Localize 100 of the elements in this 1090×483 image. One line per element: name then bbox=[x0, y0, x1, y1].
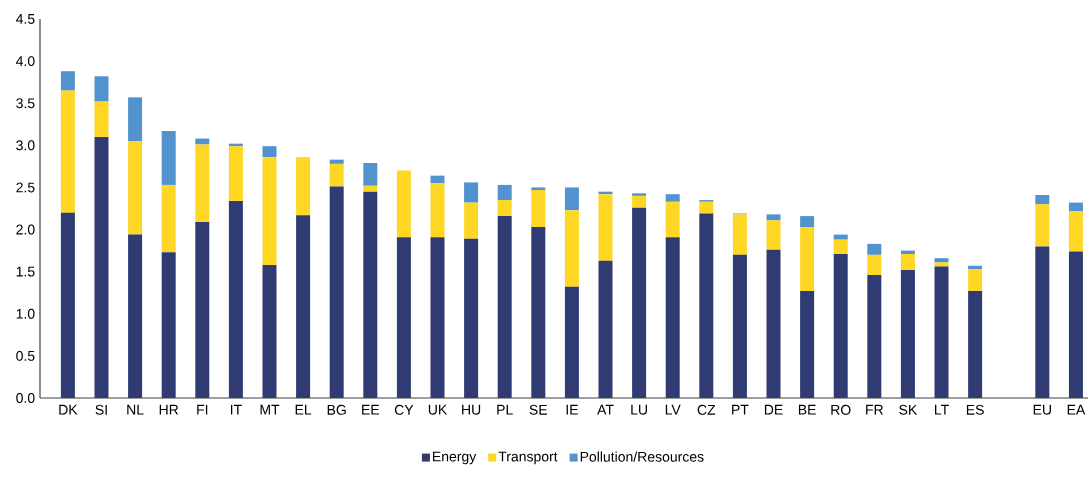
bar bbox=[329, 163, 344, 187]
bar bbox=[161, 131, 176, 185]
bar bbox=[1035, 195, 1050, 205]
bar bbox=[430, 183, 445, 238]
bar bbox=[632, 193, 647, 196]
x-tick-label: HU bbox=[462, 404, 481, 415]
bar bbox=[195, 144, 210, 222]
bar bbox=[632, 195, 647, 208]
y-tick-label: 2.5 bbox=[16, 182, 35, 193]
bar bbox=[699, 201, 714, 214]
x-tick-label: UK bbox=[428, 404, 448, 415]
bar bbox=[632, 207, 647, 398]
x-tick-label: CY bbox=[394, 404, 414, 415]
bar bbox=[800, 216, 815, 228]
bar bbox=[564, 210, 579, 287]
bar bbox=[934, 262, 949, 267]
x-tick-label: EL bbox=[295, 404, 312, 415]
bar bbox=[60, 90, 75, 213]
bar bbox=[900, 253, 915, 270]
x-tick-label: BE bbox=[798, 404, 816, 415]
legend-label: Energy bbox=[433, 451, 477, 465]
y-tick-label: 0.0 bbox=[16, 393, 35, 403]
legend-label: Transport bbox=[498, 451, 558, 465]
bar bbox=[262, 157, 277, 265]
bar bbox=[598, 260, 613, 398]
bar bbox=[329, 186, 344, 398]
y-tick-label: 3.5 bbox=[16, 98, 35, 109]
bar bbox=[665, 237, 680, 398]
bar bbox=[363, 163, 378, 186]
bar bbox=[396, 237, 411, 398]
bar bbox=[732, 214, 747, 255]
x-tick-label: NL bbox=[127, 404, 144, 415]
bar bbox=[934, 258, 949, 263]
y-tick-label: 4.5 bbox=[16, 14, 35, 24]
bar bbox=[598, 194, 613, 261]
x-tick-label: EE bbox=[362, 404, 380, 415]
y-tick-label: 2.0 bbox=[16, 224, 35, 235]
y-tick-label: 3.0 bbox=[16, 140, 35, 151]
bar bbox=[867, 254, 882, 276]
bar bbox=[934, 266, 949, 398]
x-tick-label: RO bbox=[831, 404, 851, 415]
x-tick-label: DK bbox=[59, 404, 78, 415]
x-tick-label: ES bbox=[966, 404, 984, 415]
x-tick-label: SE bbox=[529, 404, 548, 415]
bar bbox=[766, 220, 781, 250]
bar bbox=[968, 291, 983, 398]
bar bbox=[1068, 202, 1083, 212]
legend-label: Pollution/Resources bbox=[580, 451, 704, 462]
bar bbox=[363, 185, 378, 192]
bar bbox=[94, 101, 109, 137]
bar bbox=[900, 269, 915, 398]
x-tick-label: HR bbox=[159, 404, 179, 415]
bar bbox=[464, 182, 479, 203]
bar bbox=[195, 221, 210, 398]
bar bbox=[833, 253, 848, 398]
x-tick-label: EA bbox=[1067, 404, 1086, 415]
x-tick-label: DE bbox=[764, 404, 783, 415]
bar bbox=[262, 264, 277, 398]
bar bbox=[128, 234, 143, 398]
bar bbox=[531, 187, 546, 190]
x-tick-label: IT bbox=[230, 404, 242, 415]
bar bbox=[833, 239, 848, 254]
bar bbox=[1035, 246, 1050, 398]
bar bbox=[262, 146, 277, 158]
x-tick-label: SK bbox=[899, 404, 918, 415]
bar bbox=[228, 200, 243, 398]
x-tick-label: PT bbox=[732, 404, 749, 415]
bar bbox=[665, 194, 680, 202]
bar bbox=[60, 71, 75, 91]
bar bbox=[60, 212, 75, 398]
bar bbox=[766, 214, 781, 221]
bar bbox=[464, 202, 479, 239]
bar bbox=[1035, 204, 1050, 247]
y-tick-label: 1.0 bbox=[16, 308, 35, 319]
bar bbox=[296, 157, 311, 216]
x-tick-label: LU bbox=[631, 404, 647, 415]
bar bbox=[161, 252, 176, 398]
bar bbox=[497, 184, 512, 201]
bar bbox=[128, 141, 143, 235]
bar bbox=[564, 187, 579, 211]
y-tick-label: 0.5 bbox=[16, 350, 35, 361]
x-tick-label: SI bbox=[95, 404, 107, 415]
x-tick-label: MT bbox=[260, 404, 280, 415]
x-tick-label: IE bbox=[566, 404, 578, 415]
x-tick-label: BG bbox=[327, 404, 346, 415]
bar bbox=[329, 159, 344, 164]
bar bbox=[1068, 211, 1083, 252]
bar bbox=[1068, 251, 1083, 398]
bar bbox=[665, 201, 680, 238]
bar bbox=[867, 243, 882, 255]
bar bbox=[732, 254, 747, 398]
x-tick-label: EU bbox=[1033, 404, 1051, 415]
bar bbox=[531, 227, 546, 398]
bar bbox=[430, 175, 445, 184]
x-tick-label: FI bbox=[197, 404, 208, 415]
bar bbox=[94, 76, 109, 102]
bar bbox=[464, 238, 479, 398]
bar bbox=[531, 189, 546, 228]
bar bbox=[430, 237, 445, 398]
bar bbox=[296, 215, 311, 398]
